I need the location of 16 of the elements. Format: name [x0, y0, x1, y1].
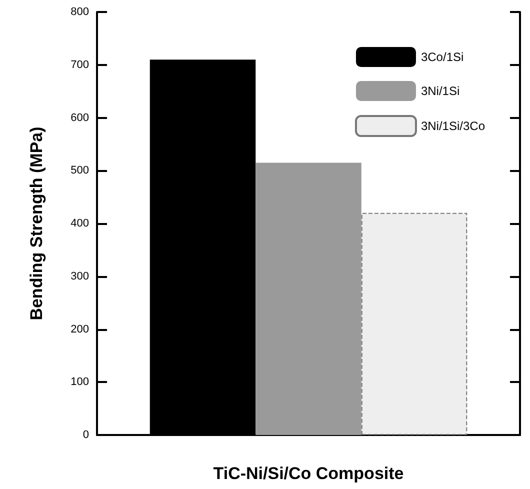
y-tick-label: 600 [70, 112, 89, 124]
y-tick-label: 800 [70, 6, 89, 18]
y-tick-label: 700 [70, 58, 89, 71]
y-tick-label: 100 [70, 376, 89, 388]
y-tick-label: 500 [70, 164, 89, 177]
bar [256, 162, 362, 435]
x-axis-title: TiC-Ni/Si/Co Composite [213, 464, 404, 483]
bar [361, 212, 468, 435]
legend-label: 3Ni/1Si/3Co [420, 119, 486, 133]
y-axis-title: Bending Strength (MPa) [27, 126, 46, 320]
legend-label: 3Ni/1Si [420, 84, 460, 98]
y-tick-label: 200 [70, 323, 89, 336]
y-tick-label: 0 [82, 429, 89, 441]
legend-label: 3Co/1Si [420, 50, 464, 64]
y-tick-label: 400 [70, 218, 89, 230]
y-tick-label: 300 [70, 270, 89, 282]
